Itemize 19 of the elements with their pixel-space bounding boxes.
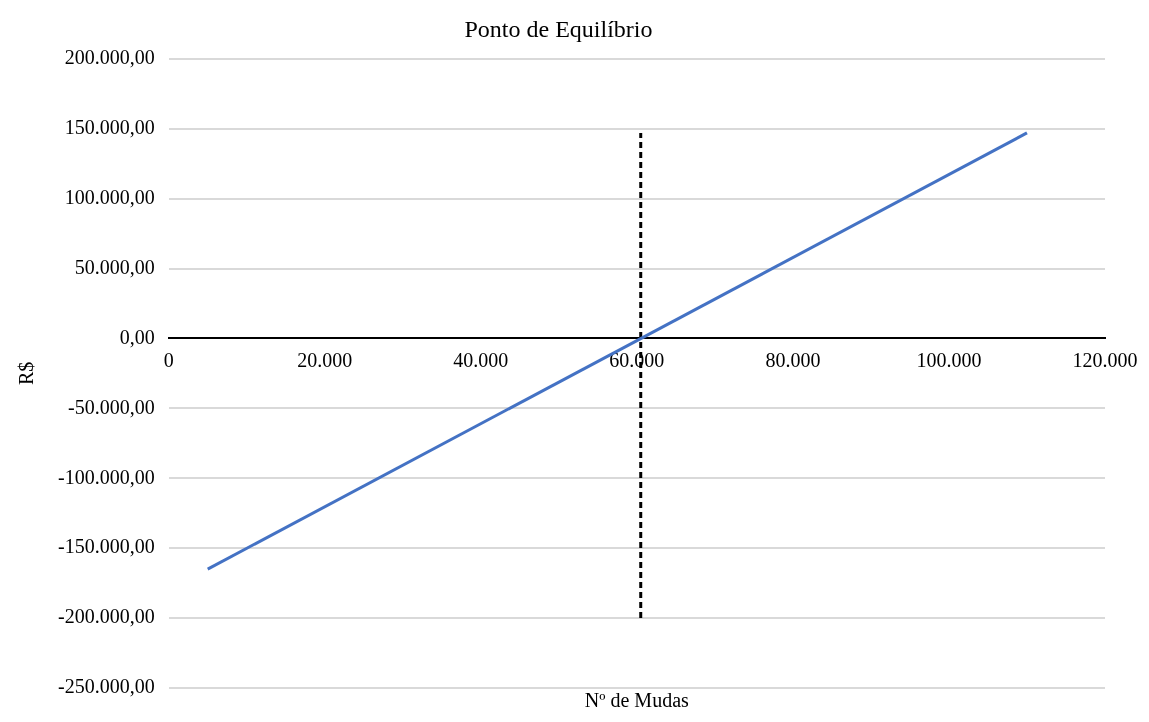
y-tick-label: -200.000,00 xyxy=(57,605,155,628)
x-tick-label: 120.000 xyxy=(1072,348,1138,371)
x-tick-label: 40.000 xyxy=(453,348,509,371)
y-axis-title: R$ xyxy=(15,361,38,386)
y-tick-label: -250.000,00 xyxy=(57,675,155,698)
y-tick-label: 50.000,00 xyxy=(74,255,155,278)
x-tick-label: 100.000 xyxy=(916,348,982,371)
y-tick-label: 0,00 xyxy=(119,325,155,348)
x-tick-label: 0 xyxy=(163,348,174,371)
y-tick-label: 200.000,00 xyxy=(64,46,155,69)
y-tick-label: 100.000,00 xyxy=(64,185,155,208)
x-tick-label: 20.000 xyxy=(297,348,353,371)
y-tick-label: -100.000,00 xyxy=(57,465,155,488)
x-axis-title: Nº de Mudas xyxy=(584,689,690,712)
x-tick-label: 80.000 xyxy=(765,348,821,371)
y-tick-label: 150.000,00 xyxy=(64,115,155,138)
y-tick-label: -150.000,00 xyxy=(57,535,155,558)
chart-title: Ponto de Equilíbrio xyxy=(464,15,653,42)
y-tick-label: -50.000,00 xyxy=(67,395,155,418)
